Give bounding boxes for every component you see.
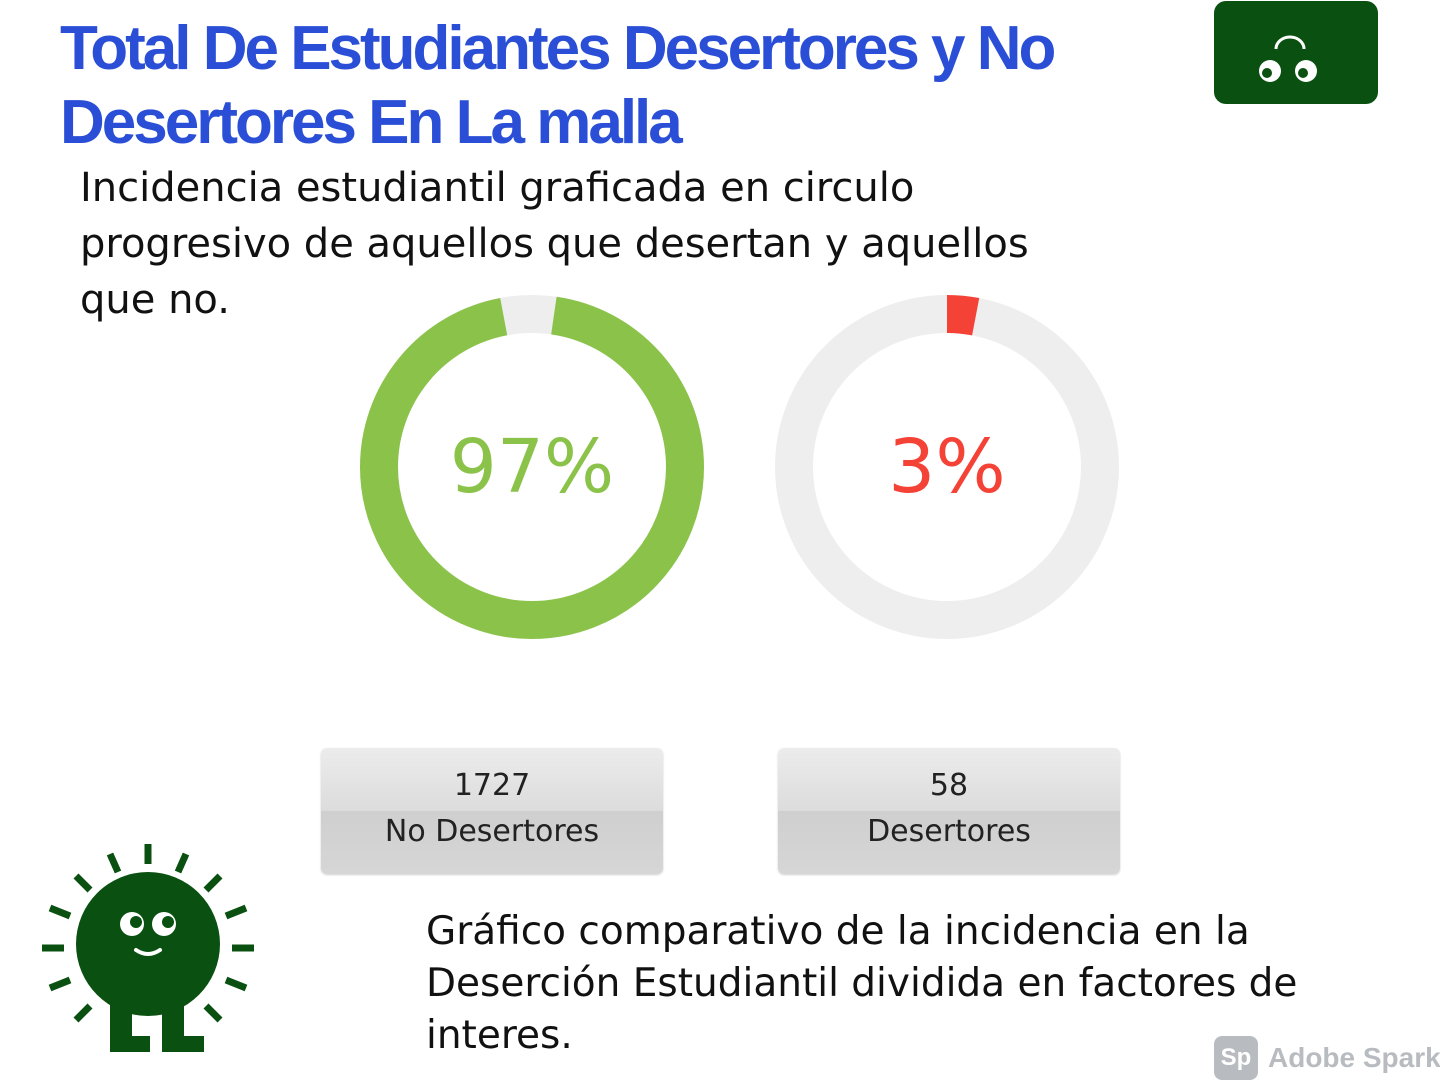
ring-percent-label: 97% — [450, 424, 614, 510]
ring-percent-label: 3% — [888, 424, 1005, 510]
stat-label: Desertores — [867, 814, 1031, 849]
stat-label: No Desertores — [384, 814, 600, 849]
progress-ring-no-desertores: 97% — [360, 295, 704, 639]
adobe-spark-watermark: Sp Adobe Spark — [1214, 1036, 1440, 1080]
ring-progress-arc — [775, 295, 1119, 639]
peeking-eyes-badge — [1214, 1, 1378, 104]
stat-box-desertores: 58 Desertores — [778, 748, 1120, 874]
chart-description: Incidencia estudiantil graficada en circ… — [80, 165, 1029, 323]
peeking-eyes-icon — [1259, 35, 1317, 82]
page-title: Total De Estudiantes Desertores y No Des… — [60, 14, 1056, 157]
watermark-text: Adobe Spark — [1268, 1042, 1440, 1073]
stat-value: 1727 — [453, 768, 531, 803]
chart-caption: Gráfico comparativo de la incidencia en … — [426, 909, 1298, 1058]
stat-value: 58 — [929, 768, 969, 803]
spark-logo-icon: Sp — [1214, 1036, 1258, 1080]
ring-progress-arc — [360, 295, 704, 639]
stat-box-no-desertores: 1727 No Desertores — [321, 748, 663, 874]
progress-ring-desertores: 3% — [775, 295, 1119, 639]
sun-mascot-icon — [42, 844, 254, 1052]
